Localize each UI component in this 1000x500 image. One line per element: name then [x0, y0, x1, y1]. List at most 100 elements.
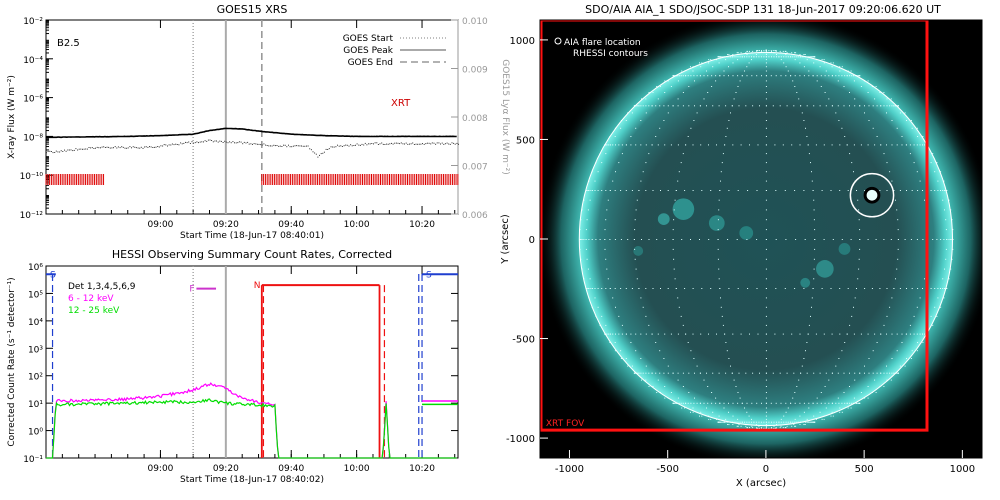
grid-dot [905, 144, 907, 146]
grid-dot [819, 105, 821, 107]
grid-dot [746, 421, 748, 423]
grid-dot [771, 427, 772, 429]
grid-dot [843, 372, 845, 374]
grid-dot [677, 333, 679, 335]
goes-lya-point [196, 141, 198, 143]
grid-dot [950, 268, 952, 270]
grid-dot [756, 50, 758, 52]
grid-dot [856, 402, 857, 404]
grid-dot [891, 358, 893, 359]
grid-dot [823, 239, 825, 240]
grid-dot [757, 144, 759, 146]
grid-dot [728, 66, 729, 68]
grid-dot [875, 239, 877, 240]
grid-dot [620, 127, 622, 129]
grid-dot [645, 333, 647, 335]
goes-lya-point [405, 142, 407, 144]
grid-dot [607, 333, 609, 335]
goes-lya-point [95, 147, 96, 149]
goes-lya-point [317, 156, 319, 158]
grid-dot [854, 379, 856, 381]
goes-lya-point [374, 142, 376, 144]
grid-dot [749, 427, 750, 429]
grid-dot [876, 372, 878, 374]
grid-dot [808, 421, 810, 423]
grid-dot [856, 190, 857, 191]
grid-dot [791, 144, 793, 146]
grid-dot [858, 209, 860, 211]
grid-dot [684, 407, 686, 409]
grid-dot [711, 402, 713, 404]
goes-lya-point [335, 146, 337, 148]
grid-dot [791, 52, 793, 54]
goes-lya-point [55, 150, 57, 152]
grid-dot [591, 288, 593, 289]
grid-dot [707, 386, 709, 387]
grid-dot [690, 239, 691, 240]
grid-dot [708, 144, 709, 146]
grid-dot [837, 105, 839, 107]
grid-dot [854, 105, 856, 107]
goes-lya-point [183, 142, 185, 144]
grid-dot [820, 75, 822, 77]
hessi-y-axis-label: Corrected Count Rate (s⁻¹ detector⁻¹) [7, 277, 17, 446]
grid-dot [652, 386, 654, 387]
goes-lya-point [248, 143, 250, 145]
solar-limb [578, 51, 954, 427]
goes-lya-point [96, 146, 98, 148]
grid-dot [651, 105, 653, 107]
grid-dot [631, 365, 633, 367]
grid-dot [765, 120, 767, 121]
grid-dot [917, 190, 919, 191]
goes-lya-point [392, 143, 394, 145]
grid-dot [791, 425, 793, 427]
grid-dot [775, 50, 777, 52]
hessi-y-tick-label: 10⁶ [28, 263, 43, 273]
grid-dot [605, 258, 607, 260]
grid-dot [811, 56, 812, 58]
grid-dot [904, 239, 906, 240]
goes-lya-point [261, 144, 263, 146]
grid-dot [810, 421, 811, 423]
grid-dot [824, 75, 826, 77]
goes-lya-point [106, 146, 108, 148]
grid-dot [726, 350, 728, 352]
goes-lya-point [314, 152, 316, 154]
aia-lat-lon-grid [579, 49, 954, 430]
grid-dot [620, 358, 622, 359]
grid-dot [909, 144, 911, 146]
aia-y-tick-label: -1000 [506, 434, 535, 445]
grid-dot [893, 288, 895, 289]
grid-dot [785, 66, 787, 68]
grid-dot [585, 248, 587, 250]
grid-dot [916, 144, 918, 146]
grid-dot [606, 333, 608, 335]
grid-dot [759, 427, 760, 429]
goes-lya-point [361, 143, 363, 145]
grid-dot [911, 127, 913, 129]
grid-dot [868, 105, 870, 107]
grid-dot [761, 402, 762, 404]
goes-lya-point [73, 149, 75, 151]
grid-dot [645, 190, 647, 191]
grid-dot [635, 144, 637, 146]
grid-dot [839, 407, 841, 409]
grid-dot [667, 80, 669, 82]
grid-dot [839, 70, 841, 72]
grid-dot [597, 306, 599, 308]
grid-dot [685, 75, 687, 77]
grid-dot [924, 199, 925, 201]
goes-lya-point [404, 143, 405, 145]
goes-lya-point [204, 140, 206, 142]
grid-dot [930, 190, 932, 191]
goes-lya-point [433, 142, 435, 144]
goes-lya-point [268, 145, 270, 147]
grid-dot [681, 407, 683, 409]
grid-dot [745, 425, 747, 427]
goes-lya-point [64, 149, 65, 151]
grid-dot [621, 333, 623, 335]
grid-dot [886, 288, 888, 289]
grid-dot [835, 112, 837, 114]
grid-dot [758, 421, 760, 423]
grid-dot [760, 421, 762, 423]
